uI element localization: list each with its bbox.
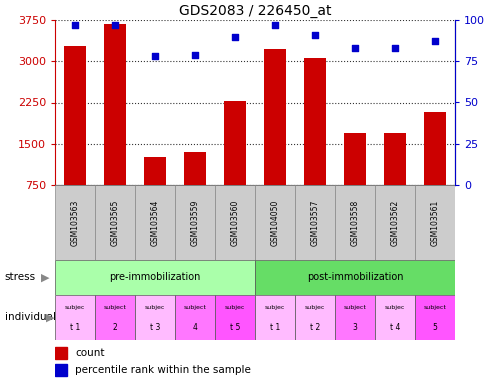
- Point: [350, 45, 358, 51]
- Bar: [175, 295, 214, 340]
- Point: [191, 51, 198, 58]
- Text: GSM104050: GSM104050: [270, 199, 279, 246]
- Text: t 1: t 1: [269, 323, 280, 332]
- Text: subjec: subjec: [225, 305, 245, 310]
- Text: t 2: t 2: [309, 323, 319, 332]
- Bar: [55, 185, 95, 260]
- Bar: [55, 364, 67, 376]
- Text: GSM103557: GSM103557: [310, 199, 319, 246]
- Bar: [135, 295, 175, 340]
- Bar: [414, 295, 454, 340]
- Text: subjec: subjec: [145, 305, 165, 310]
- Point: [430, 38, 438, 45]
- Point: [151, 53, 159, 60]
- Text: subject: subject: [343, 305, 366, 310]
- Text: count: count: [75, 348, 104, 358]
- Bar: [303, 58, 325, 185]
- Text: subject: subject: [423, 305, 445, 310]
- Bar: [214, 185, 255, 260]
- Text: subject: subject: [104, 305, 126, 310]
- Text: 2: 2: [112, 323, 117, 332]
- Bar: [214, 295, 255, 340]
- Bar: [224, 101, 245, 185]
- Text: GSM103560: GSM103560: [230, 199, 239, 246]
- Bar: [55, 347, 67, 359]
- Bar: [343, 133, 365, 185]
- Point: [390, 45, 398, 51]
- Text: subjec: subjec: [384, 305, 404, 310]
- Text: subjec: subjec: [304, 305, 324, 310]
- Text: GSM103559: GSM103559: [190, 199, 199, 246]
- Text: percentile rank within the sample: percentile rank within the sample: [75, 365, 250, 376]
- Point: [271, 22, 278, 28]
- Bar: [175, 185, 214, 260]
- Text: 4: 4: [192, 323, 197, 332]
- Bar: [95, 295, 135, 340]
- Text: 5: 5: [432, 323, 437, 332]
- Bar: [55, 295, 95, 340]
- Bar: [255, 295, 294, 340]
- Bar: [383, 133, 405, 185]
- Text: GSM103565: GSM103565: [110, 199, 119, 246]
- Title: GDS2083 / 226450_at: GDS2083 / 226450_at: [179, 3, 331, 18]
- Bar: [183, 152, 206, 185]
- Bar: [55, 260, 255, 295]
- Bar: [374, 185, 414, 260]
- Point: [71, 22, 79, 28]
- Bar: [374, 295, 414, 340]
- Text: subject: subject: [183, 305, 206, 310]
- Text: GSM103558: GSM103558: [350, 199, 359, 246]
- Bar: [334, 295, 374, 340]
- Bar: [263, 49, 286, 185]
- Bar: [423, 113, 445, 185]
- Text: GSM103563: GSM103563: [70, 199, 79, 246]
- Text: GSM103564: GSM103564: [150, 199, 159, 246]
- Bar: [144, 157, 166, 185]
- Point: [231, 33, 239, 40]
- Text: ▶: ▶: [41, 273, 50, 283]
- Bar: [135, 185, 175, 260]
- Bar: [294, 295, 334, 340]
- Text: 3: 3: [352, 323, 357, 332]
- Text: ▶: ▶: [45, 313, 54, 323]
- Text: pre-immobilization: pre-immobilization: [109, 273, 200, 283]
- Text: subjec: subjec: [264, 305, 285, 310]
- Text: post-immobilization: post-immobilization: [306, 273, 402, 283]
- Text: subjec: subjec: [65, 305, 85, 310]
- Text: GSM103561: GSM103561: [430, 199, 439, 246]
- Bar: [95, 185, 135, 260]
- Text: t 5: t 5: [229, 323, 240, 332]
- Text: individual: individual: [5, 313, 56, 323]
- Bar: [104, 24, 126, 185]
- Bar: [414, 185, 454, 260]
- Text: t 4: t 4: [389, 323, 399, 332]
- Point: [111, 22, 119, 28]
- Text: t 3: t 3: [150, 323, 160, 332]
- Bar: [334, 185, 374, 260]
- Text: t 1: t 1: [70, 323, 80, 332]
- Bar: [64, 46, 86, 185]
- Bar: [255, 260, 454, 295]
- Bar: [294, 185, 334, 260]
- Bar: [255, 185, 294, 260]
- Text: GSM103562: GSM103562: [390, 199, 399, 246]
- Point: [310, 32, 318, 38]
- Text: stress: stress: [5, 273, 36, 283]
